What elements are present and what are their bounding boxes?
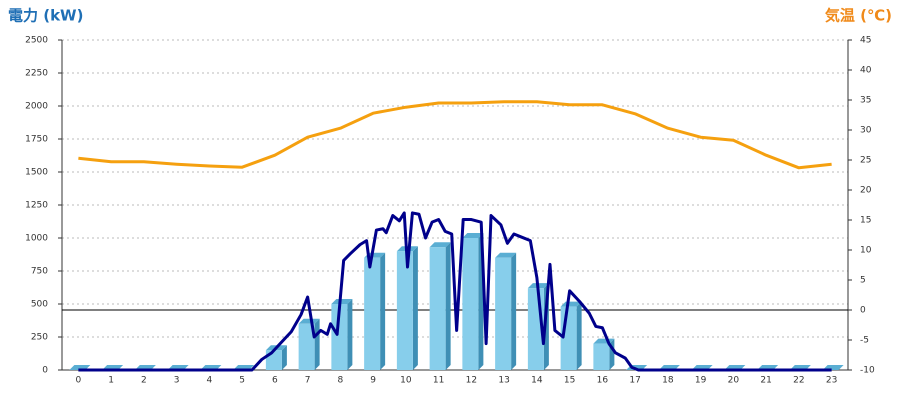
x-tick-label: 14 (531, 376, 543, 386)
x-tick-label: 9 (370, 376, 376, 386)
y2-tick-label: 5 (860, 276, 866, 286)
x-tick-label: 6 (272, 376, 278, 386)
bar-side (445, 242, 451, 370)
x-tick-label: 7 (305, 376, 311, 386)
bar (396, 251, 413, 370)
bar (265, 350, 282, 370)
bar-top (298, 318, 320, 324)
x-tick-label: 8 (338, 376, 344, 386)
y2-tick-label: 15 (860, 216, 871, 226)
bar-side (412, 246, 418, 370)
y-tick-label: 2500 (25, 36, 48, 46)
bar (593, 343, 610, 370)
line-series (78, 100, 832, 170)
y-tick-label: 750 (31, 267, 48, 277)
bar (298, 323, 315, 370)
bar-top (462, 233, 484, 238)
bar (364, 257, 381, 370)
y-tick-label: 250 (31, 333, 48, 343)
x-tick-label: 3 (174, 376, 180, 386)
bar-side (347, 299, 353, 370)
x-tick-label: 22 (793, 376, 804, 386)
y2-tick-label: -10 (860, 366, 875, 376)
x-tick-label: 20 (728, 376, 740, 386)
bar (331, 304, 348, 370)
y-tick-label: 0 (42, 366, 48, 376)
line-series (78, 211, 832, 372)
bar-top (429, 242, 451, 248)
bar-side (314, 318, 320, 370)
bar (495, 257, 512, 370)
x-tick-label: 12 (466, 376, 477, 386)
x-tick-label: 10 (400, 376, 412, 386)
y-tick-label: 2250 (25, 69, 48, 79)
y-tick-label: 1500 (25, 168, 48, 178)
x-tick-label: 18 (662, 376, 674, 386)
x-tick-label: 16 (597, 376, 609, 386)
x-tick-label: 21 (760, 376, 771, 386)
y-axis-title: 電力 (kW) (8, 7, 83, 25)
x-tick-label: 5 (239, 376, 245, 386)
y2-tick-label: 30 (860, 126, 872, 136)
y-tick-label: 1000 (25, 234, 48, 244)
y2-tick-label: 20 (860, 186, 872, 196)
bar-top (331, 299, 353, 304)
y2-tick-label: 0 (860, 306, 866, 316)
y-tick-label: 1250 (25, 201, 48, 211)
x-tick-label: 0 (76, 376, 82, 386)
bar-top (560, 301, 582, 307)
bar-side (511, 252, 517, 370)
x-tick-label: 23 (826, 376, 837, 386)
y-tick-label: 1750 (25, 135, 48, 145)
x-tick-label: 11 (433, 376, 444, 386)
x-tick-label: 2 (141, 376, 147, 386)
y2-axis-title: 気温 (℃) (825, 7, 892, 25)
bar-side (380, 252, 386, 370)
x-tick-label: 13 (498, 376, 509, 386)
y2-tick-label: -5 (860, 336, 869, 346)
y-tick-label: 2000 (25, 102, 48, 112)
bar-top (495, 252, 517, 258)
x-tick-label: 15 (564, 376, 575, 386)
x-tick-label: 17 (629, 376, 640, 386)
bar-side (281, 345, 287, 370)
y2-tick-label: 45 (860, 36, 871, 46)
y2-tick-label: 40 (860, 66, 872, 76)
x-tick-label: 4 (207, 376, 213, 386)
y2-tick-label: 25 (860, 156, 871, 166)
bar (429, 247, 446, 370)
x-tick-label: 1 (108, 376, 114, 386)
y-tick-label: 500 (31, 300, 48, 310)
y2-tick-label: 35 (860, 96, 871, 106)
bar (462, 238, 479, 370)
y2-tick-label: 10 (860, 246, 872, 256)
x-tick-label: 19 (695, 376, 707, 386)
bar-side (576, 301, 582, 370)
